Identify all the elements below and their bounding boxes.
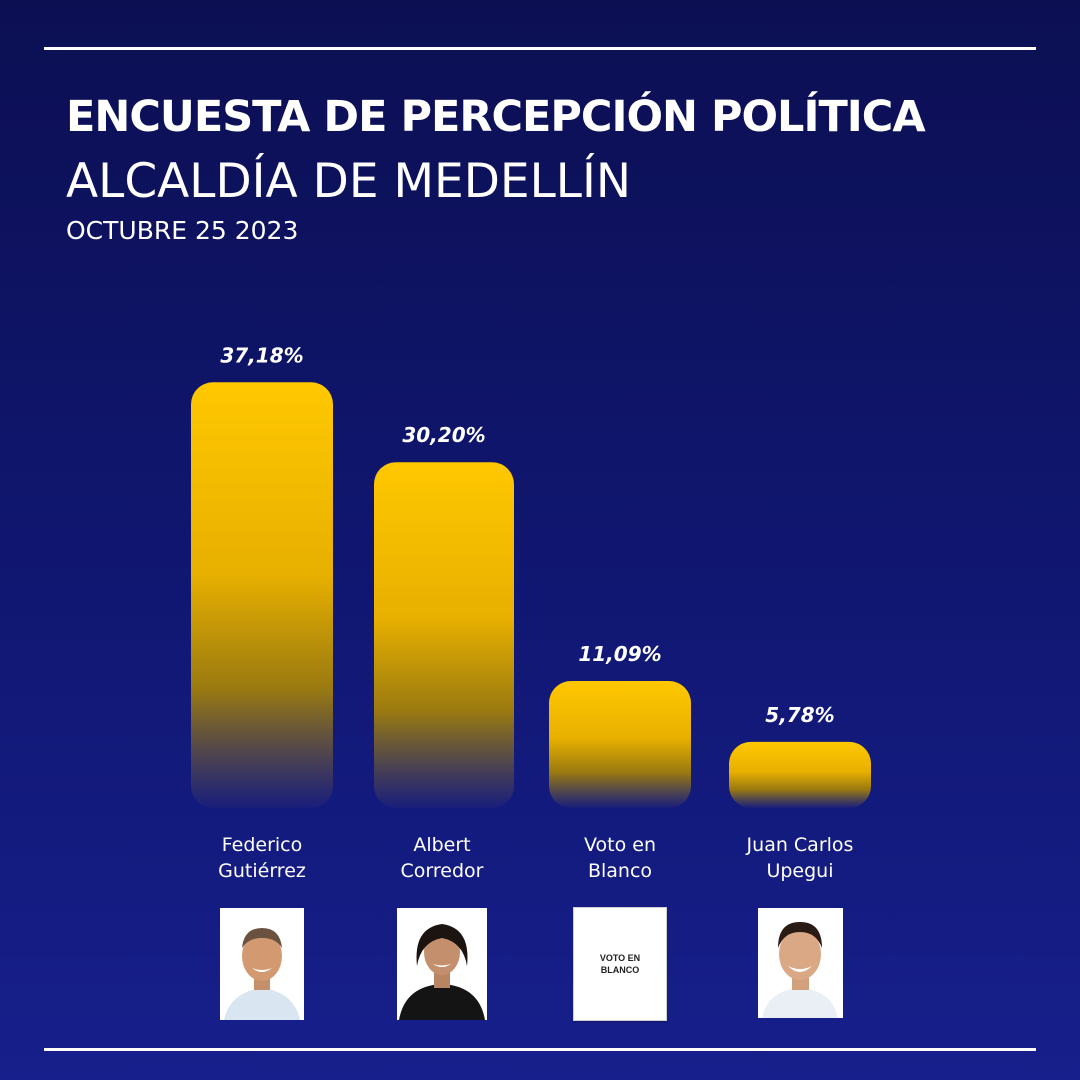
survey-date: OCTUBRE 25 2023 (66, 216, 299, 245)
candidate-second-line: Corredor (400, 860, 484, 882)
bar-voto-en-blanco (549, 681, 691, 808)
candidate-first-line: Albert (413, 834, 471, 856)
blank-ballot-card: VOTO EN BLANCO (573, 907, 667, 1021)
candidate-first-line: Federico (221, 834, 303, 856)
candidate-second-line: Blanco (587, 860, 653, 882)
bar-albert-corredor (374, 462, 514, 808)
bar-value-label-albert-corredor: 30,20% (402, 423, 485, 447)
page-subtitle: ALCALDÍA DE MEDELLÍN (66, 154, 631, 209)
bar-value-label-voto-en-blanco: 11,09% (578, 642, 661, 666)
bars-group: 37,18% 30,20% 11,09% 5,78% (191, 343, 871, 808)
bar-value-label-federico-gutierrez: 37,18% (220, 343, 303, 367)
candidate-second-line: Upegui (766, 860, 834, 882)
bar-juan-carlos-upegui (729, 741, 871, 808)
ballot-text: VOTO EN BLANCO (599, 953, 641, 975)
candidate-label-voto-en-blanco: Voto en Blanco (530, 832, 710, 884)
page-title: ENCUESTA DE PERCEPCIÓN POLÍTICA (66, 92, 926, 142)
bottom-rule (44, 1048, 1036, 1051)
candidate-second-line: Gutiérrez (218, 860, 306, 882)
candidate-label-federico-gutierrez: Federico Gutiérrez (172, 832, 352, 884)
top-rule (44, 47, 1036, 50)
candidate-label-juan-carlos-upegui: Juan Carlos Upegui (710, 832, 890, 884)
candidate-first-line: Voto en (584, 834, 656, 856)
bar-value-label-juan-carlos-upegui: 5,78% (765, 703, 834, 727)
bar-federico-gutierrez (191, 382, 333, 808)
candidate-label-albert-corredor: Albert Corredor (352, 832, 532, 884)
juan-carlos-upegui-photo (758, 908, 843, 1018)
albert-corredor-photo (397, 908, 487, 1020)
candidate-first-line: Juan Carlos (746, 834, 854, 856)
federico-gutierrez-photo (220, 908, 304, 1020)
